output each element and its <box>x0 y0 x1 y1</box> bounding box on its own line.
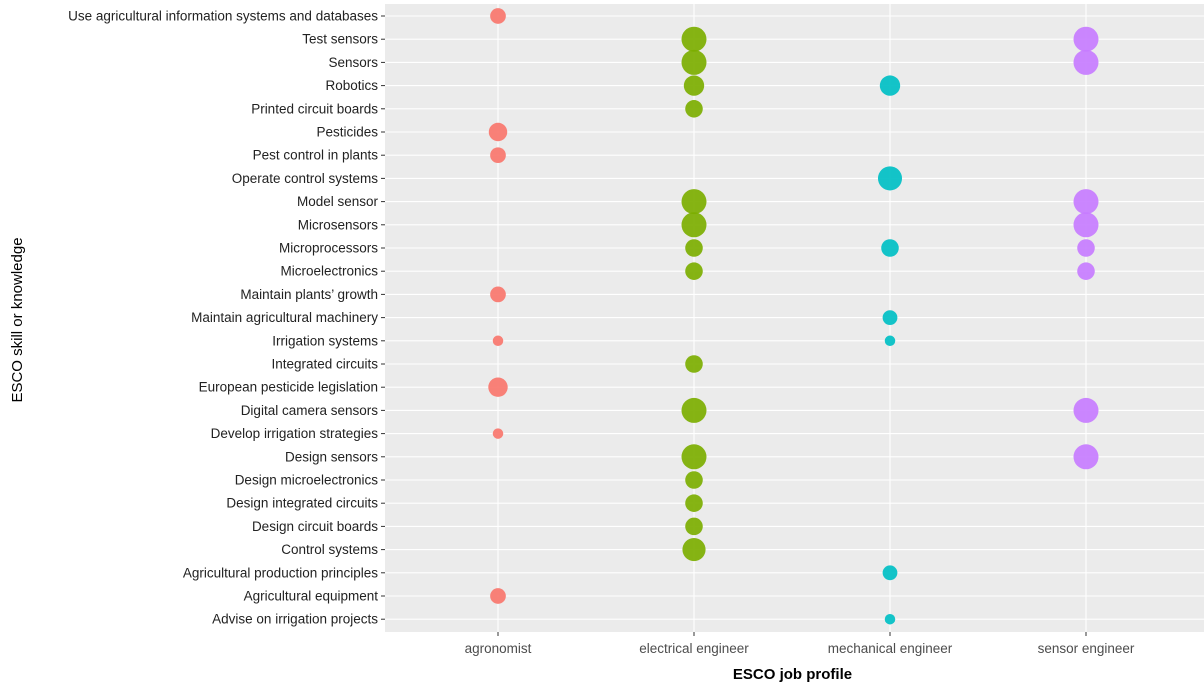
y-tick-label: Test sensors <box>302 32 378 47</box>
data-point <box>1077 239 1095 257</box>
data-point <box>685 355 703 373</box>
axis-ticks <box>381 15 1087 636</box>
data-point <box>492 335 504 347</box>
data-point <box>488 377 508 397</box>
x-axis-title: ESCO job profile <box>733 666 852 683</box>
x-tick-label: sensor engineer <box>1038 641 1135 656</box>
y-tick-label: Irrigation systems <box>272 333 378 348</box>
data-point <box>685 517 703 536</box>
y-tick-label: Operate control systems <box>232 171 379 186</box>
y-axis-title: ESCO skill or knowledge <box>9 237 26 402</box>
y-tick-label: Microprocessors <box>279 241 378 256</box>
data-point <box>1073 397 1099 423</box>
y-tick-label: European pesticide legislation <box>199 380 378 395</box>
y-tick-label: Maintain plants’ growth <box>240 287 378 302</box>
y-tick-label: Develop irrigation strategies <box>211 426 379 441</box>
x-tick-labels: agronomist electrical engineer mechanical … <box>465 641 1135 656</box>
data-point <box>877 166 903 191</box>
y-tick-label: Design sensors <box>285 449 378 464</box>
data-point <box>681 397 707 423</box>
data-point <box>685 100 703 118</box>
data-point <box>683 75 705 96</box>
data-point <box>682 538 706 562</box>
data-point <box>882 565 898 581</box>
data-point <box>685 262 703 280</box>
y-tick-label: Design circuit boards <box>252 519 378 534</box>
data-point <box>685 471 703 489</box>
data-points <box>488 8 1099 625</box>
data-point <box>879 75 901 96</box>
y-tick-label: Pesticides <box>316 125 378 140</box>
data-point <box>488 122 508 142</box>
data-point <box>490 147 506 164</box>
data-point <box>681 212 707 238</box>
data-point <box>1077 262 1095 280</box>
y-tick-label: Design integrated circuits <box>226 496 378 511</box>
data-point <box>490 8 506 24</box>
data-point <box>884 335 896 347</box>
y-tick-label: Use agricultural information systems and… <box>68 9 378 24</box>
y-tick-label: Control systems <box>281 542 378 557</box>
data-point <box>490 286 506 303</box>
data-point <box>1073 212 1099 238</box>
y-tick-label: Microsensors <box>298 217 379 232</box>
data-point <box>681 189 707 215</box>
x-tick-label: electrical engineer <box>639 641 749 656</box>
y-tick-label: Agricultural equipment <box>244 589 379 604</box>
y-tick-label: Advise on irrigation projects <box>212 612 378 627</box>
data-point <box>681 26 707 52</box>
y-tick-label: Robotics <box>325 78 378 93</box>
data-point <box>685 239 703 257</box>
y-tick-label: Printed circuit boards <box>251 101 378 116</box>
data-point <box>881 239 899 257</box>
data-point <box>882 310 898 325</box>
grid-lines <box>385 4 1204 632</box>
data-point <box>884 613 896 625</box>
data-point <box>490 588 506 604</box>
data-point <box>1073 189 1099 215</box>
y-tick-label: Microelectronics <box>280 264 378 279</box>
data-point <box>681 49 707 75</box>
data-point <box>1073 26 1099 52</box>
data-point <box>492 428 504 439</box>
y-tick-label: Sensors <box>328 55 378 70</box>
data-point <box>685 494 703 512</box>
y-tick-label: Pest control in plants <box>253 148 379 163</box>
y-tick-label: Integrated circuits <box>271 357 378 372</box>
data-point <box>1073 444 1099 470</box>
y-tick-labels: Use agricultural information systems and… <box>68 9 378 627</box>
y-tick-label: Digital camera sensors <box>241 403 379 418</box>
y-tick-label: Maintain agricultural machinery <box>191 310 378 325</box>
data-point <box>681 444 707 470</box>
y-tick-label: Agricultural production principles <box>183 565 378 580</box>
y-tick-label: Model sensor <box>297 194 379 209</box>
y-tick-label: Design microelectronics <box>235 473 379 488</box>
data-point <box>1073 49 1099 75</box>
x-tick-label: mechanical engineer <box>828 641 953 656</box>
x-tick-label: agronomist <box>465 641 532 656</box>
